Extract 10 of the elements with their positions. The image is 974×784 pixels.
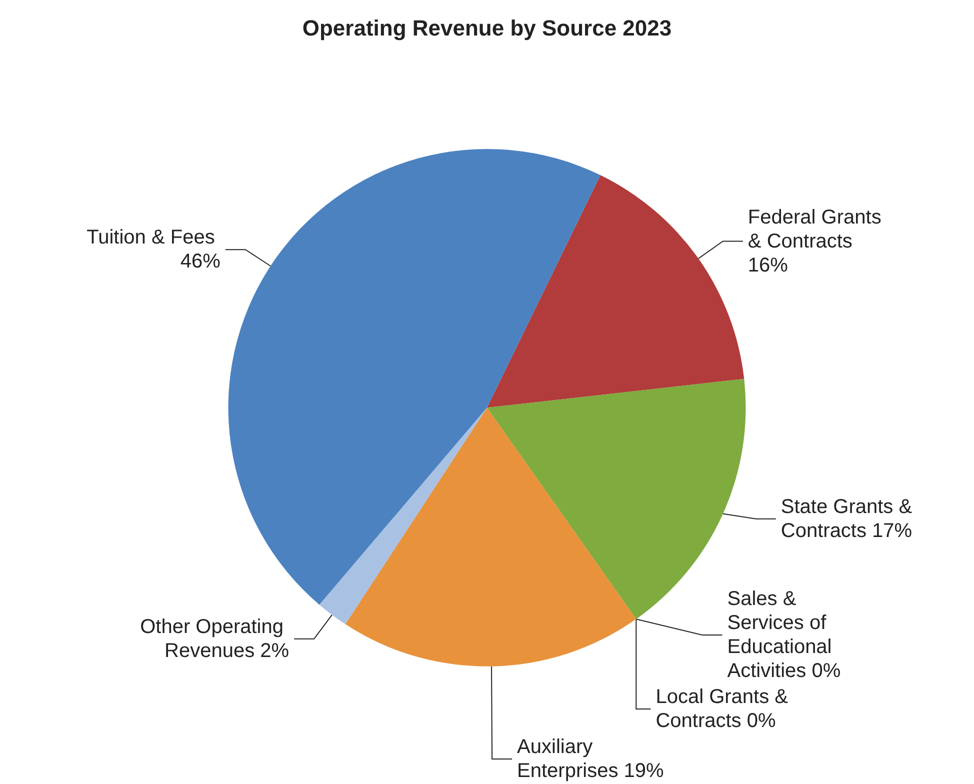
slice-label: State Grants & Contracts 17% <box>780 496 918 542</box>
data-label: 16% <box>748 254 788 276</box>
data-label: 46% <box>180 250 221 273</box>
legend-label: Sales & Services of Educational Activities 0% <box>727 588 841 682</box>
slice-label: Other Operating Revenues 2% <box>140 616 290 662</box>
category-label: Local Grants & Contracts 0% <box>656 686 788 732</box>
chart-title: Operating Revenue by Source 2023 <box>302 16 672 40</box>
slice-label: Tuition & Fees <box>86 226 220 249</box>
slice-label: Auxiliary Enterprises 19% <box>517 736 664 782</box>
slice-label: Federal Grants & Contracts <box>748 206 887 252</box>
